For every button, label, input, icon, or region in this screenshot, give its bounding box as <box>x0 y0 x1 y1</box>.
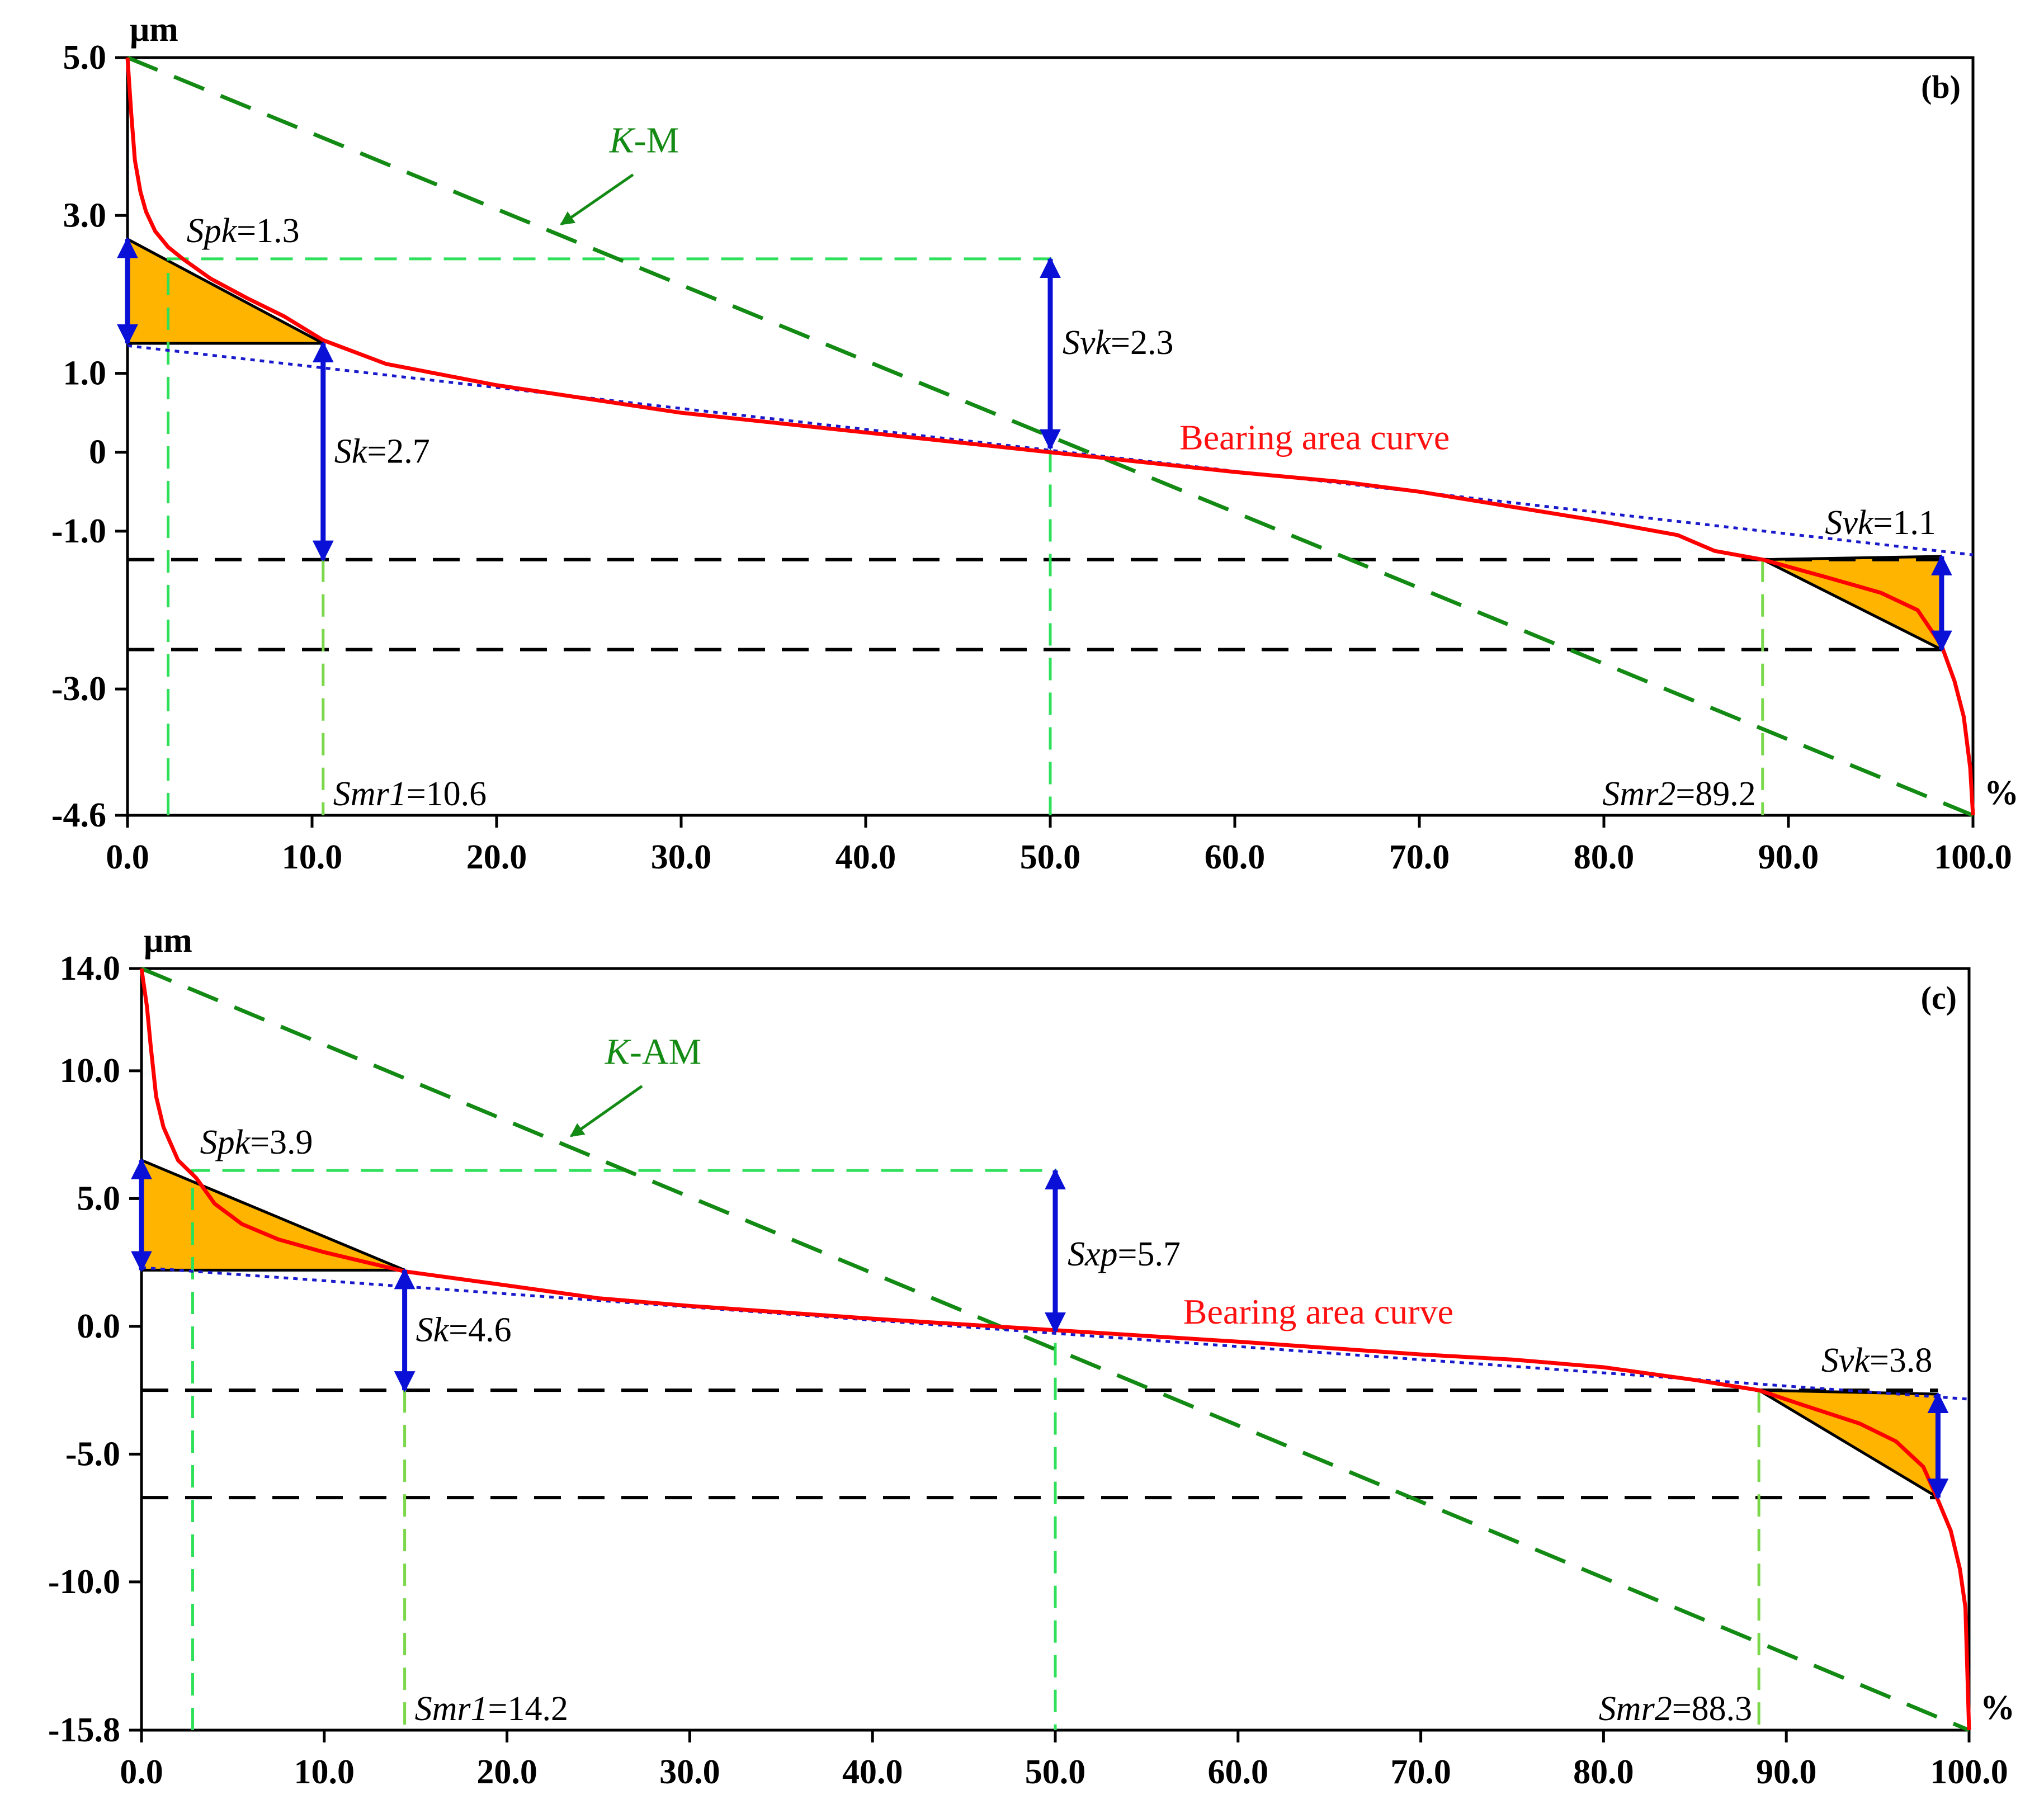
sk-annotation-value: =2.7 <box>367 432 429 470</box>
svk-annotation: Svk=3.8 <box>1821 1342 1933 1380</box>
bearing-curve-label: Bearing area curve <box>1179 418 1450 457</box>
sk-annotation: Sk=2.7 <box>334 432 430 470</box>
x-tick-label: 60.0 <box>1208 1753 1269 1791</box>
x-tick-label: 10.0 <box>282 838 343 876</box>
x-tick-label: 90.0 <box>1756 1753 1817 1791</box>
svk-annotation-symbol: Svk <box>1825 504 1874 542</box>
k-line-label-italic: K <box>609 120 636 160</box>
spk-annotation: Spk=1.3 <box>187 212 300 250</box>
x-tick-label: 60.0 <box>1205 838 1266 876</box>
smr2-annotation-value: =88.3 <box>1672 1690 1752 1728</box>
svk-mid-annotation: Sxp=5.7 <box>1068 1235 1181 1273</box>
y-tick-label: 14.0 <box>60 950 121 988</box>
svk-annotation-symbol: Svk <box>1821 1342 1871 1380</box>
x-tick-label: 100.0 <box>1934 838 2012 876</box>
k-line-label-rest: -AM <box>630 1031 701 1072</box>
y-tick-label: 3.0 <box>63 196 107 234</box>
svk-mid-annotation-value: =5.7 <box>1118 1235 1181 1273</box>
panel-b-chart: 0.0 10.0 20.0 30.0 40.0 50.0 60.0 70.0 80.0 90.0 1… <box>51 11 2019 876</box>
smr2-annotation: Smr2=89.2 <box>1602 775 1755 813</box>
x-tick-label: 0.0 <box>120 1753 163 1791</box>
x-tick-label: 80.0 <box>1573 1753 1634 1791</box>
y-unit-label: μm <box>144 922 192 960</box>
smr1-annotation-value: =10.6 <box>407 775 487 813</box>
y-tick-label: 0.0 <box>77 1307 121 1345</box>
spk-annotation-symbol: Spk <box>200 1123 251 1161</box>
y-tick-label: -4.6 <box>51 796 106 834</box>
x-tick-label: 20.0 <box>476 1753 537 1791</box>
spk-annotation-value: =3.9 <box>250 1123 313 1161</box>
y-tick-label: -3.0 <box>51 670 106 708</box>
panel-label: (c) <box>1921 980 1957 1016</box>
smr1-annotation-value: =14.2 <box>488 1690 568 1728</box>
y-tick-label: -10.0 <box>48 1563 120 1601</box>
k-line-label-italic: K <box>605 1031 631 1072</box>
k-line-label-rest: -M <box>634 120 679 160</box>
smr2-annotation: Smr2=88.3 <box>1599 1690 1752 1728</box>
y-tick-label: 10.0 <box>60 1052 121 1090</box>
bearing-curve-label: Bearing area curve <box>1183 1292 1453 1331</box>
k-line-label: K-AM <box>605 1031 701 1072</box>
smr2-annotation-symbol: Smr2 <box>1602 775 1675 813</box>
k-line-pointer-arrow <box>569 1085 643 1137</box>
x-tick-label: 40.0 <box>835 838 896 876</box>
x-tick-label: 30.0 <box>659 1753 720 1791</box>
smr2-annotation-value: =89.2 <box>1675 775 1755 813</box>
panel-label: (b) <box>1921 69 1961 105</box>
spk-annotation: Spk=3.9 <box>200 1123 313 1161</box>
svk-mid-annotation-symbol: Sxp <box>1068 1235 1118 1273</box>
x-tick-label: 10.0 <box>294 1753 355 1791</box>
sk-annotation: Sk=4.6 <box>416 1311 512 1349</box>
x-tick-label: 70.0 <box>1390 1753 1451 1791</box>
smr1-annotation-symbol: Smr1 <box>415 1690 488 1728</box>
y-tick-label: 5.0 <box>77 1179 121 1217</box>
x-tick-label: 80.0 <box>1574 838 1635 876</box>
x-unit-label: % <box>1984 774 2019 812</box>
smr1-annotation: Smr1=10.6 <box>333 775 487 813</box>
y-tick-label: 0 <box>89 433 106 471</box>
bearing-area-curve <box>139 968 1971 1731</box>
spk-annotation-symbol: Spk <box>187 212 238 250</box>
svk-annotation-value: =1.1 <box>1873 504 1936 542</box>
y-tick-label: -15.8 <box>48 1711 120 1749</box>
sk-annotation-symbol: Sk <box>334 432 368 470</box>
spk-annotation-value: =1.3 <box>237 212 299 250</box>
k-line <box>126 55 1974 818</box>
bearing-area-curve <box>125 57 1975 816</box>
y-tick-label: -5.0 <box>65 1435 120 1473</box>
x-unit-label: % <box>1980 1689 2015 1727</box>
x-tick-label: 20.0 <box>466 838 527 876</box>
x-tick-label: 100.0 <box>1930 1753 2008 1791</box>
k-line <box>140 966 1970 1732</box>
smr1-annotation: Smr1=14.2 <box>415 1690 568 1728</box>
x-tick-label: 50.0 <box>1020 838 1081 876</box>
svk-mid-annotation: Svk=2.3 <box>1063 324 1174 362</box>
x-tick-label: 30.0 <box>651 838 712 876</box>
x-tick-label: 90.0 <box>1758 838 1819 876</box>
x-tick-label: 70.0 <box>1389 838 1450 876</box>
sk-annotation-value: =4.6 <box>449 1311 511 1349</box>
svk-annotation-value: =3.8 <box>1870 1342 1932 1380</box>
y-tick-label: 1.0 <box>63 355 107 393</box>
smr1-annotation-symbol: Smr1 <box>333 775 407 813</box>
x-tick-label: 0.0 <box>106 838 149 876</box>
x-tick-label: 40.0 <box>842 1753 903 1791</box>
panel-c-chart: 0.0 10.0 20.0 30.0 40.0 50.0 60.0 70.0 80.0 90.0 1… <box>48 922 2015 1791</box>
smr2-annotation-symbol: Smr2 <box>1599 1690 1672 1728</box>
k-line-pointer-arrow <box>560 173 634 226</box>
spk-guide-dashed-line <box>167 257 1052 815</box>
y-unit-label: μm <box>130 11 178 49</box>
y-tick-label: 5.0 <box>63 39 107 77</box>
svk-mid-annotation-value: =2.3 <box>1111 324 1173 362</box>
x-tick-label: 50.0 <box>1025 1753 1086 1791</box>
sk-annotation-symbol: Sk <box>416 1311 450 1349</box>
svk-annotation: Svk=1.1 <box>1825 504 1936 542</box>
y-tick-label: -1.0 <box>51 512 106 550</box>
k-line-label: K-M <box>609 120 679 160</box>
svk-mid-annotation-symbol: Svk <box>1063 324 1112 362</box>
